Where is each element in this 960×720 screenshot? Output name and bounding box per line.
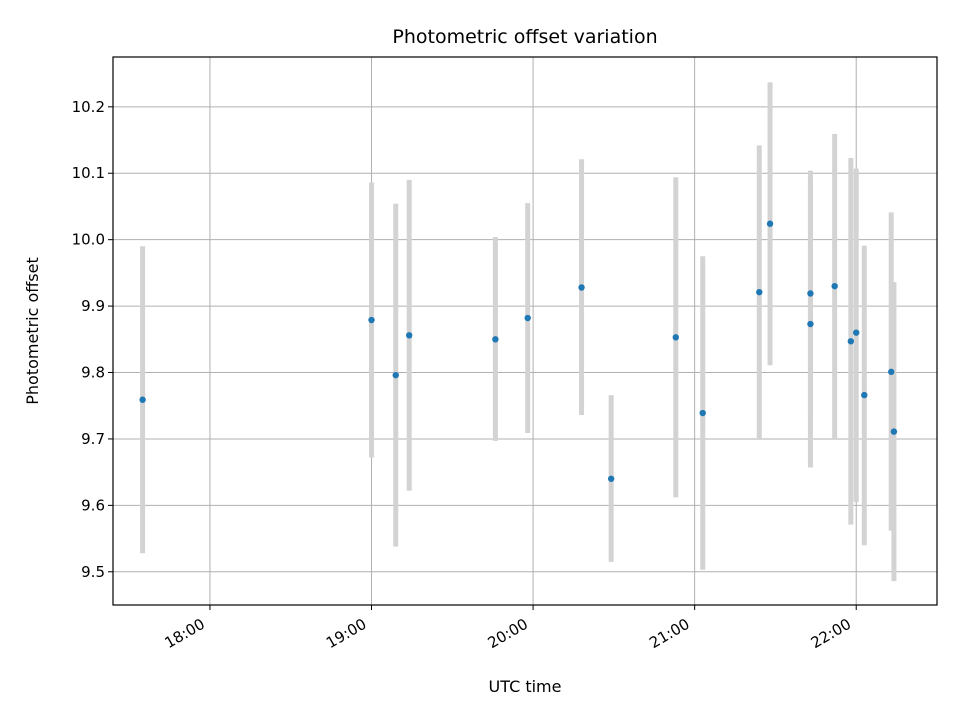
data-point xyxy=(139,396,146,403)
y-tick-label: 9.8 xyxy=(81,364,105,382)
y-tick-label: 10.2 xyxy=(72,98,105,116)
y-axis-label: Photometric offset xyxy=(23,257,42,405)
data-point xyxy=(807,320,814,328)
y-tick-label: 10.1 xyxy=(72,164,105,182)
data-point xyxy=(890,428,898,435)
data-point xyxy=(699,409,706,417)
chart-title: Photometric offset variation xyxy=(392,26,657,48)
data-point xyxy=(406,332,413,339)
data-point xyxy=(492,336,499,343)
y-tick-label: 9.6 xyxy=(81,496,105,514)
data-point xyxy=(392,371,399,379)
y-tick-label: 9.5 xyxy=(81,563,105,581)
y-tick-label: 9.9 xyxy=(81,297,105,315)
data-point xyxy=(853,329,860,336)
data-point xyxy=(807,290,814,297)
data-points xyxy=(139,220,898,482)
data-point xyxy=(831,282,838,290)
data-point xyxy=(766,220,774,227)
y-axis-ticks: 9.5 9.6 9.7 9.8 9.9 10.0 10.1 10.2 xyxy=(72,98,113,581)
y-tick-label: 10.0 xyxy=(72,231,105,249)
plot-frame xyxy=(112,56,938,606)
data-point xyxy=(672,334,679,341)
x-axis-label: UTC time xyxy=(489,677,562,696)
data-point xyxy=(756,288,763,296)
data-point xyxy=(368,316,375,324)
data-point xyxy=(578,284,585,291)
data-point xyxy=(607,475,615,482)
y-tick-label: 9.7 xyxy=(81,430,105,448)
data-point xyxy=(861,391,868,399)
data-point xyxy=(524,314,531,322)
data-point xyxy=(847,338,855,345)
data-point xyxy=(888,368,895,376)
